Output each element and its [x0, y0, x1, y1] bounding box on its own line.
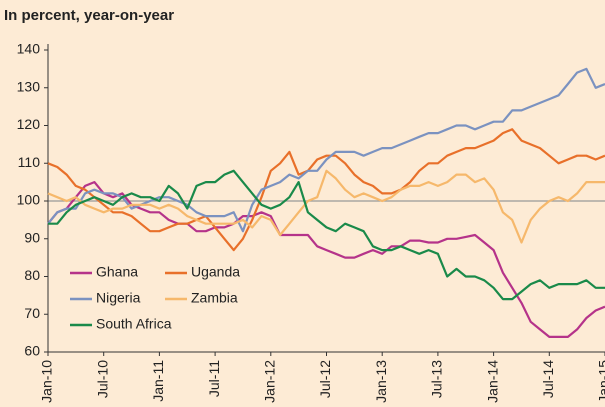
y-tick-label: 130	[17, 78, 41, 94]
y-tick-label: 90	[24, 229, 40, 245]
legend-label: Nigeria	[96, 290, 141, 306]
x-tick-label: Jul-14	[540, 360, 556, 398]
x-tick-label: Jan-11	[150, 360, 166, 402]
x-tick-label: Jan-15	[596, 360, 605, 403]
y-tick-label: 120	[17, 116, 41, 132]
line-series	[47, 181, 605, 338]
y-tick-label: 80	[24, 267, 40, 283]
y-tick-label: 70	[24, 305, 40, 321]
x-tick-label: Jul-11	[206, 360, 222, 397]
y-tick-label: 100	[17, 192, 41, 208]
x-tick-label: Jan-14	[484, 360, 500, 403]
chart-title: In percent, year-on-year	[4, 7, 174, 24]
x-tick-label: Jul-13	[429, 360, 445, 398]
legend-label: Uganda	[191, 264, 240, 280]
y-tick-label: 60	[24, 343, 40, 359]
line-series	[47, 169, 605, 244]
x-tick-label: Jan-12	[262, 360, 278, 403]
legend-label: Ghana	[96, 264, 138, 280]
legend-label: Zambia	[191, 290, 238, 306]
y-tick-label: 140	[17, 41, 41, 57]
x-tick-label: Jul-10	[94, 360, 110, 398]
line-series	[47, 67, 605, 233]
x-tick-label: Jan-13	[373, 360, 389, 403]
x-tick-label: Jul-12	[317, 360, 333, 398]
legend-label: South Africa	[96, 316, 172, 332]
y-tick-label: 110	[18, 154, 41, 170]
line-series	[47, 128, 605, 252]
x-tick-label: Jan-10	[39, 360, 55, 403]
line-series	[48, 169, 605, 301]
